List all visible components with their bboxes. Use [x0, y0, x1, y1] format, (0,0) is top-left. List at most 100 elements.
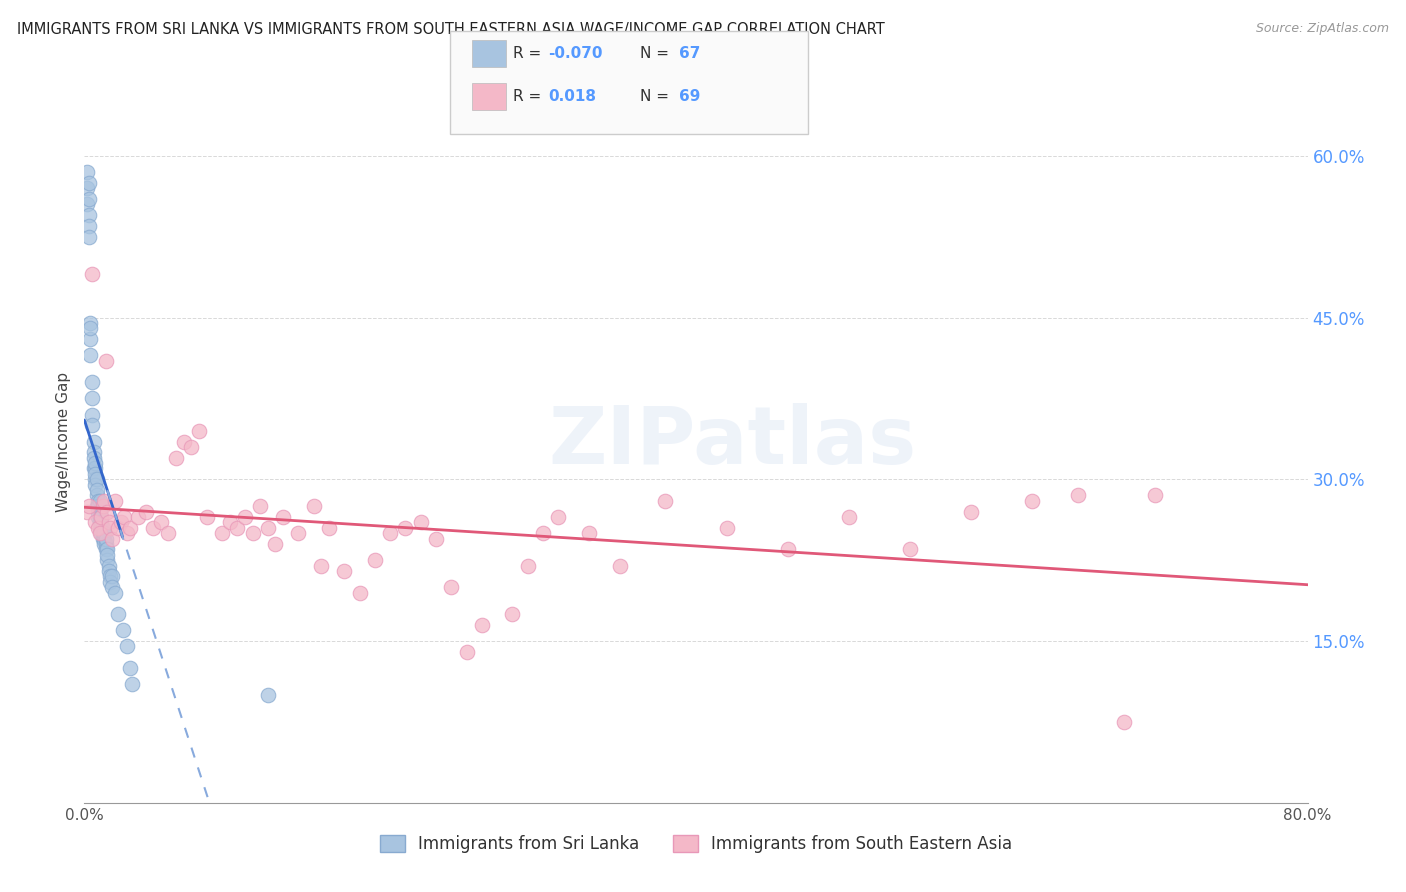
Point: [86, 483, 108, 497]
Point: [211, 526, 233, 541]
Point: [87, 505, 110, 519]
Point: [257, 521, 280, 535]
Text: 67: 67: [679, 46, 700, 61]
Text: Source: ZipAtlas.com: Source: ZipAtlas.com: [1256, 22, 1389, 36]
Point: [94, 353, 117, 368]
Y-axis label: Wage/Income Gap: Wage/Income Gap: [56, 371, 72, 512]
Point: [898, 542, 921, 557]
Point: [149, 516, 172, 530]
Point: [578, 526, 600, 541]
Point: [89, 516, 111, 530]
Point: [89, 505, 111, 519]
Text: N =: N =: [640, 46, 673, 61]
Point: [107, 607, 129, 621]
Point: [716, 521, 738, 535]
Point: [80, 392, 103, 406]
Point: [86, 500, 108, 514]
Point: [394, 521, 416, 535]
Point: [77, 176, 100, 190]
Point: [456, 645, 478, 659]
Point: [87, 500, 110, 514]
Point: [115, 526, 138, 541]
Text: IMMIGRANTS FROM SRI LANKA VS IMMIGRANTS FROM SOUTH EASTERN ASIA WAGE/INCOME GAP : IMMIGRANTS FROM SRI LANKA VS IMMIGRANTS …: [17, 22, 884, 37]
Point: [89, 510, 111, 524]
Point: [242, 526, 264, 541]
Point: [76, 165, 98, 179]
Point: [98, 574, 121, 589]
Point: [84, 467, 107, 481]
Point: [93, 537, 115, 551]
Point: [440, 580, 463, 594]
Point: [96, 548, 118, 562]
Point: [83, 434, 105, 449]
Point: [127, 510, 149, 524]
Point: [76, 181, 98, 195]
Point: [91, 526, 114, 541]
Text: 0.018: 0.018: [548, 89, 596, 103]
Point: [609, 558, 631, 573]
Point: [364, 553, 387, 567]
Point: [97, 516, 120, 530]
Point: [86, 488, 108, 502]
Point: [409, 516, 432, 530]
Point: [87, 510, 110, 524]
Point: [91, 500, 114, 514]
Point: [79, 332, 101, 346]
Point: [77, 229, 100, 244]
Point: [97, 558, 120, 573]
Point: [104, 493, 127, 508]
Point: [318, 521, 340, 535]
Point: [83, 450, 105, 465]
Point: [471, 618, 494, 632]
Point: [89, 493, 111, 508]
Point: [79, 348, 101, 362]
Text: N =: N =: [640, 89, 673, 103]
Text: 69: 69: [679, 89, 700, 103]
Point: [173, 434, 195, 449]
Point: [547, 510, 569, 524]
Point: [349, 585, 371, 599]
Point: [233, 510, 256, 524]
Point: [302, 500, 325, 514]
Point: [84, 516, 107, 530]
Point: [84, 477, 107, 491]
Legend: Immigrants from Sri Lanka, Immigrants from South Eastern Asia: Immigrants from Sri Lanka, Immigrants fr…: [373, 828, 1019, 860]
Text: -0.070: -0.070: [548, 46, 603, 61]
Point: [84, 461, 107, 475]
Point: [90, 510, 112, 524]
Point: [101, 580, 124, 594]
Point: [90, 521, 112, 535]
Point: [264, 537, 287, 551]
Point: [94, 537, 117, 551]
Point: [380, 526, 402, 541]
Text: R =: R =: [513, 89, 547, 103]
Point: [112, 510, 135, 524]
Point: [98, 521, 121, 535]
Point: [195, 510, 218, 524]
Point: [1143, 488, 1166, 502]
Point: [87, 493, 110, 508]
Point: [77, 219, 100, 233]
Point: [502, 607, 524, 621]
Point: [218, 516, 240, 530]
Point: [76, 505, 98, 519]
Point: [1114, 714, 1136, 729]
Point: [80, 268, 103, 282]
Point: [135, 505, 157, 519]
Point: [96, 542, 118, 557]
Point: [80, 376, 103, 390]
Point: [93, 526, 115, 541]
Point: [654, 493, 676, 508]
Point: [107, 521, 129, 535]
Point: [83, 461, 105, 475]
Point: [94, 542, 117, 557]
Point: [271, 510, 294, 524]
Point: [91, 532, 114, 546]
Point: [115, 640, 138, 654]
Point: [838, 510, 860, 524]
Point: [120, 661, 142, 675]
Point: [180, 440, 202, 454]
Point: [80, 408, 103, 422]
Point: [96, 553, 118, 567]
Point: [93, 532, 115, 546]
